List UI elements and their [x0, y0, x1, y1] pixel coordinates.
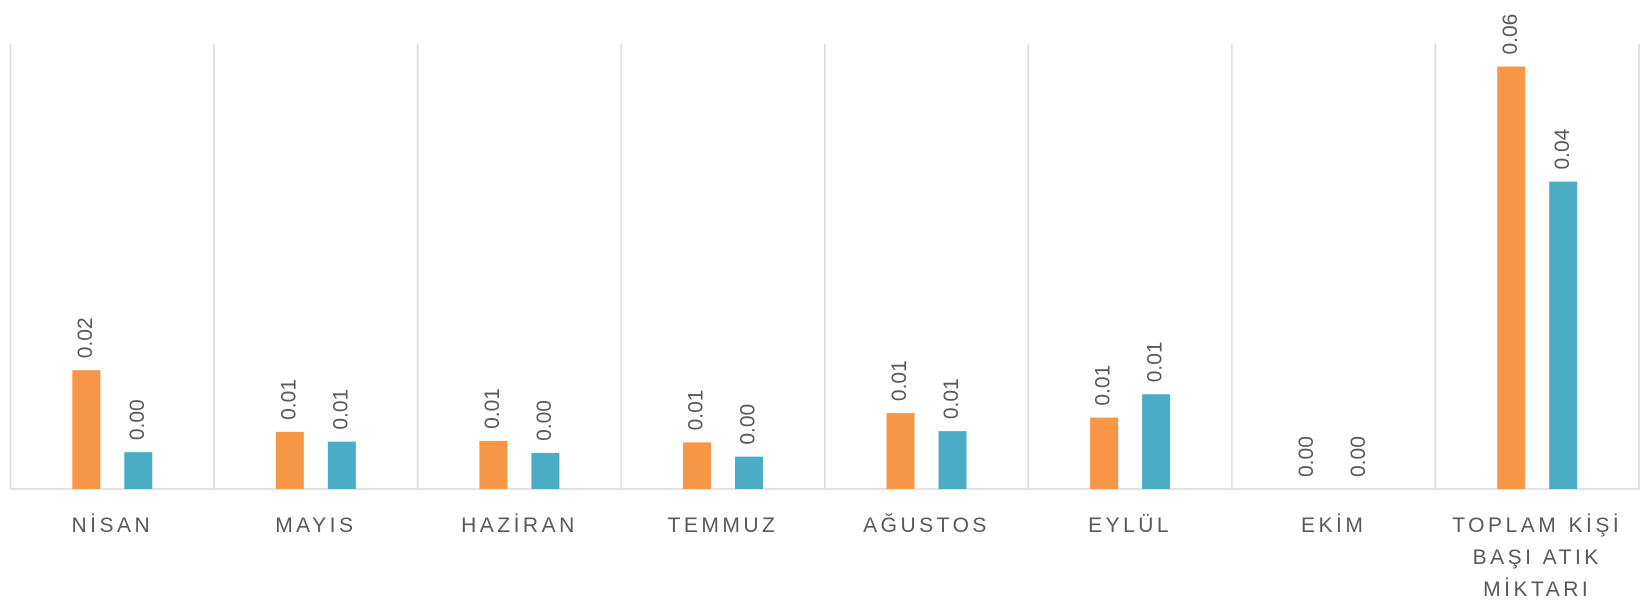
- data-label: 0.01: [1092, 365, 1115, 406]
- bar: [531, 452, 560, 489]
- x-tick-label: EYLÜL: [1088, 514, 1173, 537]
- x-tick-label: HAZİRAN: [461, 514, 578, 537]
- data-label: 0.01: [1144, 341, 1167, 382]
- bar: [275, 431, 304, 489]
- data-label: 0.01: [329, 389, 352, 430]
- data-label: 0.00: [737, 404, 760, 445]
- bar: [1142, 394, 1171, 489]
- data-label: 0.01: [940, 378, 963, 419]
- bar: [1497, 66, 1526, 490]
- bar: [938, 431, 967, 489]
- data-label: 0.01: [277, 379, 300, 420]
- bar: [72, 370, 101, 489]
- data-label: 0.00: [126, 399, 149, 440]
- bar: [479, 440, 508, 489]
- x-tick-label: TEMMUZ: [667, 514, 779, 537]
- data-label: 0.01: [685, 390, 708, 431]
- data-label: 0.00: [1295, 436, 1318, 477]
- bar: [734, 456, 763, 489]
- x-tick-label: AĞUSTOS: [863, 514, 990, 537]
- x-tick-label: EKİM: [1300, 514, 1367, 537]
- x-tick-label: NİSAN: [71, 514, 154, 537]
- data-label: 0.04: [1551, 128, 1574, 169]
- bar: [1090, 417, 1119, 489]
- data-label: 0.01: [888, 360, 911, 401]
- data-label: 0.00: [533, 400, 556, 441]
- x-tick-label: TOPLAM KİŞİ BAŞI ATIK MİKTARI: [1452, 514, 1623, 601]
- data-label: 0.02: [74, 317, 97, 358]
- data-label: 0.06: [1499, 14, 1522, 55]
- bar: [124, 452, 153, 489]
- bar: [682, 442, 711, 489]
- data-label: 0.00: [1347, 436, 1370, 477]
- bar: [327, 441, 356, 489]
- bar: [1549, 181, 1578, 489]
- x-tick-label: MAYIS: [275, 514, 357, 537]
- bar: [886, 413, 915, 489]
- data-label: 0.01: [481, 388, 504, 429]
